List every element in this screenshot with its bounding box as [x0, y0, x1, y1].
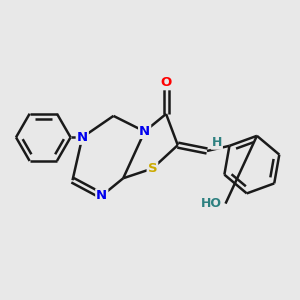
Text: S: S — [148, 162, 157, 175]
Text: N: N — [139, 125, 150, 138]
Text: N: N — [77, 131, 88, 144]
Text: O: O — [160, 76, 172, 89]
Text: HO: HO — [201, 197, 222, 210]
Text: H: H — [212, 136, 222, 149]
Text: N: N — [96, 189, 107, 202]
